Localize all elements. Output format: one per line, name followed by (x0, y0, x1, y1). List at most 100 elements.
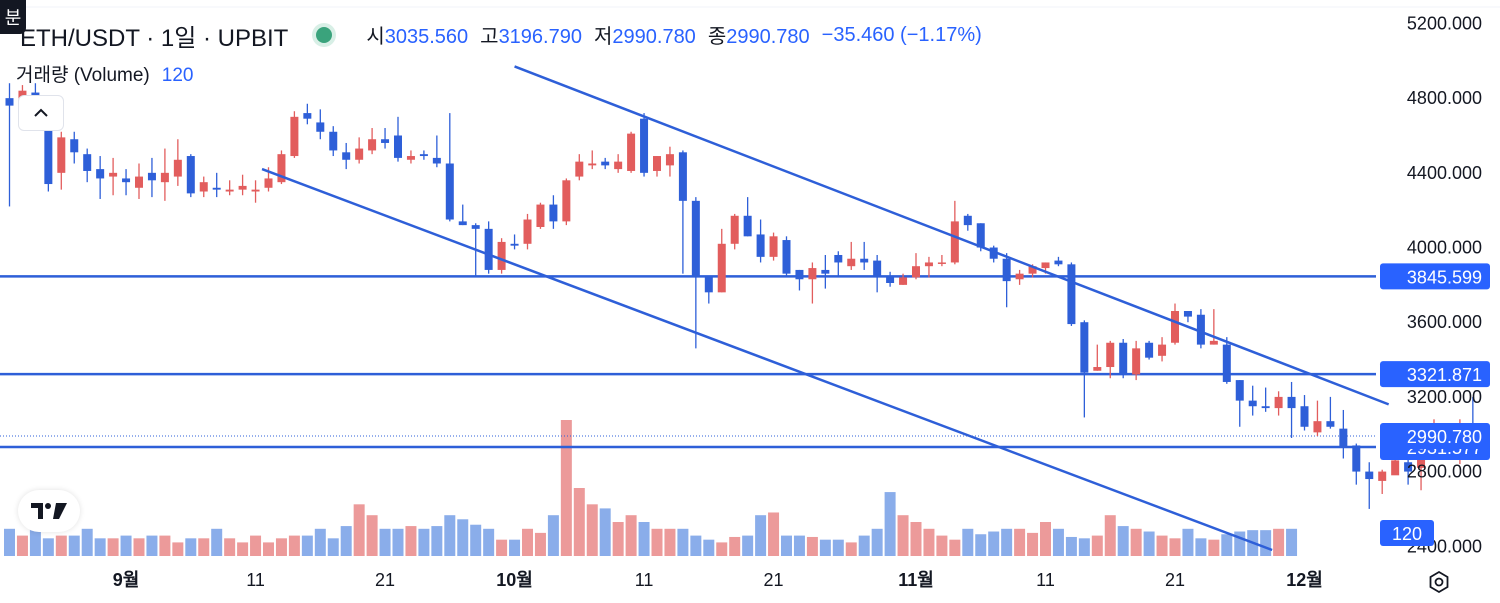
candle-body (445, 163, 454, 220)
price-line-label-bg (1380, 361, 1490, 388)
ohlc-close: 종2990.780 (696, 20, 810, 50)
volume-bar (742, 535, 754, 556)
volume-bar (923, 528, 935, 556)
settings-icon (1429, 570, 1449, 594)
volume-bar (664, 528, 676, 556)
volume-bar (1130, 528, 1142, 556)
volume-legend[interactable]: 거래량 (Volume) 120 (16, 60, 193, 87)
volume-bar (237, 542, 249, 556)
volume-bar (1014, 528, 1026, 556)
time-tick-label: 21 (1165, 570, 1185, 590)
interval-tab-label: 분 (4, 8, 22, 28)
candle-body (678, 152, 687, 201)
candle-body (1183, 311, 1192, 317)
volume-bar (263, 542, 274, 556)
candle-body (471, 225, 480, 229)
volume-bar (379, 528, 391, 556)
candle-body (135, 176, 143, 188)
time-tick-label: 11 (635, 570, 654, 590)
horizontal-price-lines (0, 275, 1376, 449)
price-tick-label: 3600.000 (1407, 312, 1482, 332)
candle-body (458, 221, 467, 226)
volume-bar (288, 535, 300, 556)
market-status-icon[interactable] (316, 27, 333, 43)
ohlc-open-key: 시 (366, 26, 385, 48)
volume-bar (457, 519, 469, 556)
volume-bar (806, 536, 818, 556)
candle-body (290, 116, 299, 157)
candle-body (1132, 348, 1141, 375)
ohlc-high: 고3196.790 (468, 20, 582, 50)
candle-body (1365, 471, 1374, 480)
volume-bar (1078, 538, 1090, 556)
tradingview-logo[interactable] (18, 490, 80, 532)
candle-body (109, 172, 118, 177)
time-tick-label: 21 (764, 570, 784, 590)
candle-body (1196, 314, 1205, 345)
candle-body (795, 269, 804, 280)
candle-body (1391, 460, 1400, 476)
volume-bar (949, 539, 961, 556)
candle-body (238, 185, 247, 190)
volume-bar (1221, 534, 1233, 556)
volume-bar (638, 522, 650, 556)
volume-bar (366, 515, 378, 556)
price-tick-label: 5200.000 (1407, 13, 1482, 33)
volume-bar (250, 535, 262, 556)
candle-body (419, 154, 428, 157)
volume-bar (470, 524, 482, 556)
candle-body (368, 139, 377, 151)
candle-body (860, 258, 869, 263)
candle-body (989, 247, 998, 259)
volume-bar (793, 535, 805, 556)
volume-bar (120, 535, 132, 556)
candle-body (717, 243, 726, 293)
interval-tab[interactable]: 분 (0, 0, 26, 34)
volume-bar (327, 538, 339, 556)
chart-settings-button[interactable] (1425, 568, 1453, 596)
candle-body (1080, 322, 1089, 373)
volume-bar (1117, 526, 1129, 556)
ohlc-low-value: 2990.780 (612, 26, 696, 48)
candle-body (355, 148, 364, 160)
candle-body (484, 228, 493, 270)
last-price-label: 2990.780 (1407, 427, 1482, 447)
ohlc-open-value: 3035.560 (384, 26, 469, 48)
symbol-title[interactable]: ETH/USDT · 1일 · UPBIT (20, 24, 289, 52)
candle-body (1404, 462, 1413, 472)
candle-body (342, 152, 351, 160)
ohlc-open: 시3035.560 (354, 20, 468, 50)
volume-bar (1195, 538, 1207, 556)
volume-bar (522, 528, 533, 556)
candle-body (329, 131, 338, 151)
candle-body (1041, 262, 1050, 269)
time-tick-label: 12월 (1286, 570, 1323, 590)
candle-body (562, 180, 571, 222)
collapse-legend-button[interactable] (18, 95, 64, 131)
volume-bar (1040, 522, 1051, 556)
volume-bar (275, 538, 287, 556)
volume-axis-label-bg (1380, 520, 1434, 546)
ohlc-low-key: 저 (593, 26, 613, 48)
candle-body (1300, 406, 1309, 427)
volume-bar (871, 528, 883, 556)
candle-body (549, 204, 558, 222)
candle-body (57, 137, 66, 173)
tradingview-logo-icon (31, 503, 67, 519)
candle-body (1158, 344, 1167, 356)
price-axis: 5200.000 4800.000 4400.000 4000.000 3600.000… (1407, 13, 1482, 556)
volume-bar (133, 538, 145, 556)
volume-bar (172, 542, 184, 556)
trend-line (261, 167, 1273, 552)
candle-body (821, 269, 830, 274)
candle-body (70, 139, 79, 153)
time-tick-label: 10월 (496, 570, 533, 590)
volume-bar (81, 528, 93, 556)
volume-bar (768, 512, 780, 556)
candle-body (1287, 396, 1296, 409)
volume-bar (1027, 532, 1039, 556)
candle-body (173, 159, 182, 177)
